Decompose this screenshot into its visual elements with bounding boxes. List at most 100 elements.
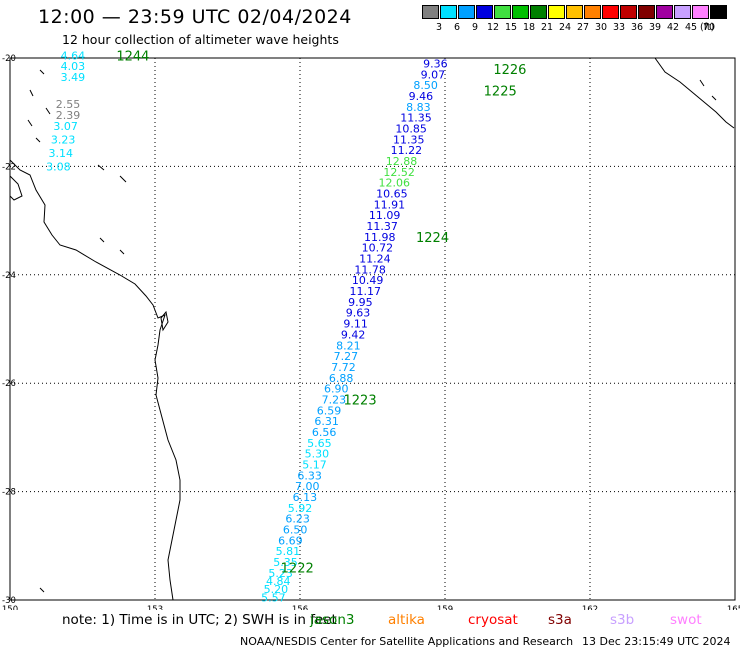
- swh-reading: 3.07: [53, 120, 78, 133]
- coastline-cape-york-islands: [9, 175, 23, 201]
- wave-height-map: 150 153 156 159 162 165 -20 -22 -24 -26 -28 -30 9.3…: [2, 49, 740, 610]
- graticule: [10, 58, 735, 600]
- legend-swatch: [422, 5, 439, 19]
- legend-swatch: [674, 5, 691, 19]
- legend-swatch: [620, 5, 637, 19]
- swh-reading: 10.85: [395, 122, 427, 135]
- pass-time-label: 1244: [116, 49, 149, 64]
- swh-reading: 3.49: [61, 71, 86, 84]
- swh-reading: 9.95: [348, 296, 373, 309]
- swh-reading: 6.90: [324, 383, 349, 396]
- legend-label: 30: [594, 22, 608, 33]
- lat-tick-label: -30: [2, 596, 16, 606]
- swh-reading: 6.23: [285, 513, 310, 526]
- pass-time-label: 1226: [493, 63, 526, 78]
- swh-reading: 8.83: [406, 101, 431, 114]
- swh-reading: 5.65: [307, 437, 332, 450]
- swh-reading: 7.00: [295, 480, 320, 493]
- map-subtitle: 12 hour collection of altimeter wave hei…: [62, 32, 339, 47]
- legend-swatch: [512, 5, 529, 19]
- swh-reading: 12.88: [386, 155, 418, 168]
- swh-reading: 5.35: [273, 556, 298, 569]
- satellite-name: altika: [388, 612, 425, 628]
- swh-reading: 4.03: [61, 60, 86, 73]
- islands-whitsunday: [27, 69, 127, 593]
- legend-label: 36: [630, 22, 644, 33]
- lon-tick-label: 165: [727, 605, 740, 610]
- legend-swatch: [656, 5, 673, 19]
- legend-swatch: [530, 5, 547, 19]
- legend-swatch: [476, 5, 493, 19]
- swh-reading: 9.63: [346, 307, 371, 320]
- swh-reading: 3.14: [49, 147, 74, 160]
- satellite-name: swot: [670, 612, 702, 628]
- swh-reading: 6.59: [317, 404, 342, 417]
- swh-reading: 9.11: [343, 318, 368, 331]
- swh-reading: 5.57: [261, 591, 286, 604]
- lat-tick-label: -24: [2, 271, 16, 281]
- swh-reading: 11.17: [350, 285, 382, 298]
- swh-reading: 12.52: [383, 166, 415, 179]
- swh-reading: 5.23: [268, 567, 293, 580]
- satellite-name: s3b: [610, 612, 635, 628]
- legend-label: 24: [558, 22, 572, 33]
- legend-label: 9: [471, 22, 479, 33]
- swh-reading: 8.50: [413, 79, 438, 92]
- legend-swatch: [710, 5, 727, 19]
- swh-reading: 9.36: [423, 57, 448, 70]
- legend-swatch: [692, 5, 709, 19]
- legend-label: 18: [522, 22, 536, 33]
- pass-time-label: 1223: [344, 393, 377, 408]
- swh-reading: 11.37: [366, 220, 398, 233]
- swh-reading: 7.23: [322, 393, 347, 406]
- legend-swatch: [602, 5, 619, 19]
- legend-unit: (ft): [700, 22, 715, 33]
- map-frame: [9, 57, 736, 601]
- swh-reading: 4.64: [61, 49, 86, 62]
- swh-reading: 6.13: [293, 491, 318, 504]
- swh-reading: 11.35: [400, 112, 432, 125]
- swh-reading: 5.17: [302, 459, 327, 472]
- swh-reading: 9.42: [341, 328, 366, 341]
- swh-reading: 6.50: [283, 524, 308, 537]
- island-fraser: [160, 310, 169, 332]
- legend-label: 33: [612, 22, 626, 33]
- pass-labels: 1226 1225 1224 1223 1222 1244: [116, 49, 526, 576]
- swh-reading: 9.07: [421, 68, 446, 81]
- swh-reading: 11.09: [369, 209, 401, 222]
- swh-reading: 11.35: [393, 133, 425, 146]
- lon-tick-label: 159: [437, 605, 453, 610]
- legend-swatch: [440, 5, 457, 19]
- swh-reading: 10.49: [352, 274, 384, 287]
- lat-tick-label: -26: [2, 379, 16, 389]
- swh-reading: 3.08: [46, 160, 71, 173]
- swh-reading: 11.24: [359, 253, 391, 266]
- generation-timestamp: 13 Dec 23:15:49 UTC 2024: [582, 635, 731, 648]
- swh-reading: 10.72: [362, 242, 394, 255]
- legend-label: 39: [648, 22, 662, 33]
- footer-note: note: 1) Time is in UTC; 2) SWH is in fe…: [62, 612, 337, 628]
- pass-time-label: 1224: [416, 231, 449, 246]
- swh-reading: 12.06: [379, 177, 411, 190]
- axis-ticks: 150 153 156 159 162 165 -20 -22 -24 -26 -28 -30: [2, 54, 740, 610]
- credit-line: NOAA/NESDIS Center for Satellite Applica…: [240, 635, 574, 648]
- swh-reading: 5.20: [264, 583, 289, 596]
- islands-loyalty: [699, 79, 717, 101]
- lon-tick-label: 162: [582, 605, 598, 610]
- satellite-name: jason3: [310, 612, 355, 628]
- legend-label: 3: [435, 22, 443, 33]
- legend-swatch: [494, 5, 511, 19]
- swh-reading: 11.98: [364, 231, 396, 244]
- lat-tick-label: -28: [2, 488, 16, 498]
- coastline-australia-east: [9, 159, 181, 601]
- coastline-new-caledonia: [654, 57, 735, 129]
- coastline: [9, 57, 735, 601]
- swh-reading: 10.65: [376, 188, 408, 201]
- swh-reading: 6.88: [329, 372, 354, 385]
- swh-reading: 4.84: [266, 575, 291, 588]
- lon-tick-label: 150: [2, 605, 18, 610]
- legend-label: 70: [702, 22, 716, 33]
- legend-label: 15: [504, 22, 518, 33]
- wave-height-readings: 9.369.078.509.468.8311.3510.8511.3511.22…: [46, 49, 448, 604]
- lon-tick-label: 153: [147, 605, 163, 610]
